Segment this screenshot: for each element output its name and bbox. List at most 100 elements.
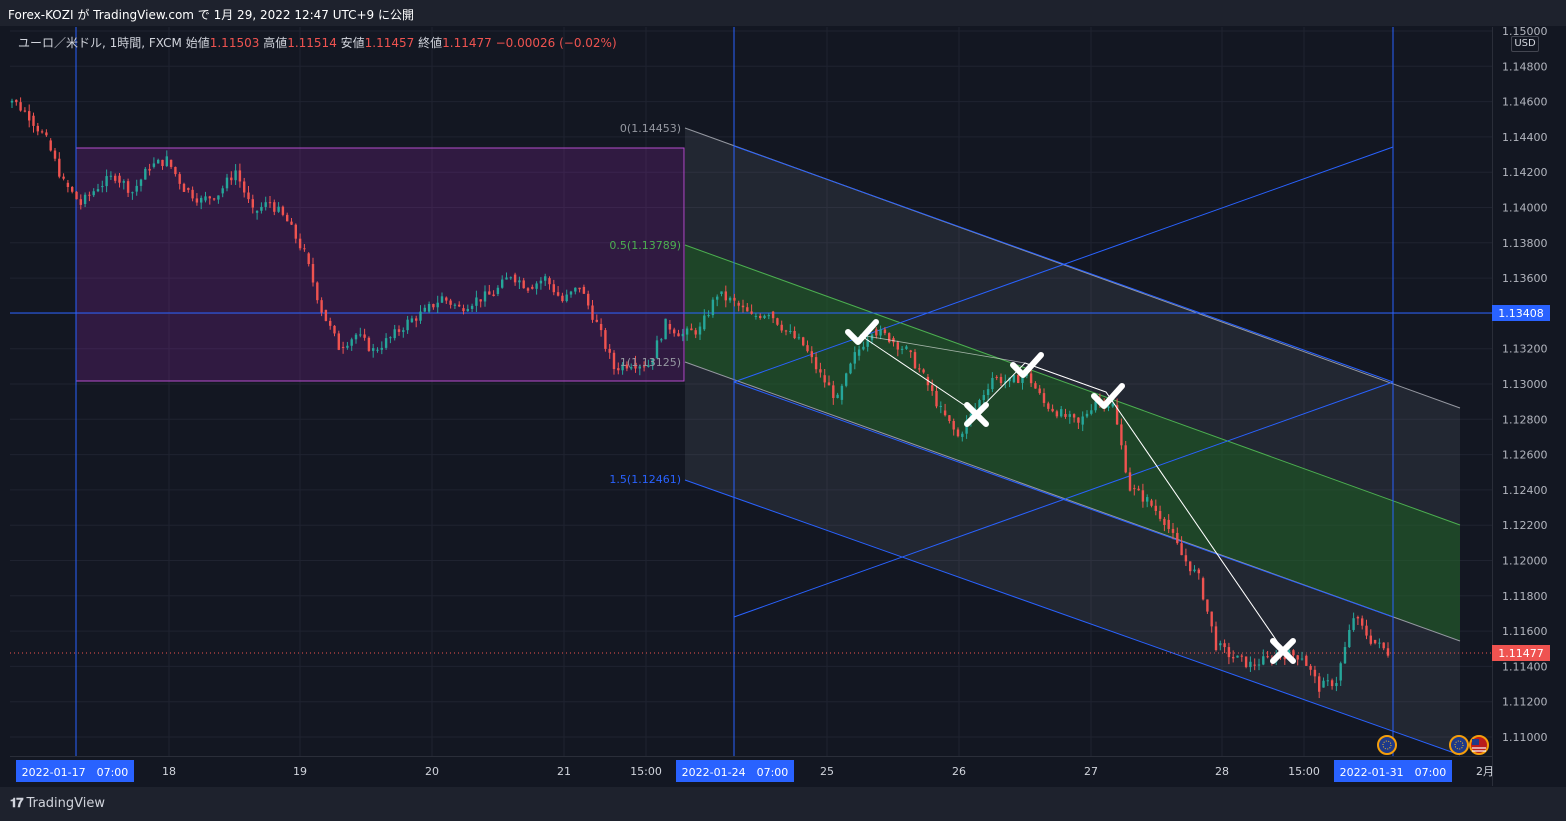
candle-body: [1373, 639, 1377, 644]
candle-body: [1047, 403, 1050, 409]
candle-body: [40, 131, 44, 133]
candle-body: [505, 277, 508, 280]
candle-body: [1146, 497, 1149, 502]
candle-body: [1034, 383, 1037, 389]
annotation-path-2: [859, 334, 1284, 651]
candle-body: [1038, 388, 1041, 394]
candle-body: [522, 280, 525, 289]
candle-body: [243, 181, 246, 193]
candle-body: [544, 276, 547, 281]
candle-body: [462, 308, 465, 312]
candle-body: [853, 352, 856, 364]
candle-body: [1244, 656, 1248, 668]
candle-body: [832, 385, 835, 398]
candle-body: [1356, 616, 1360, 619]
channel-mid-zone: [685, 245, 1460, 641]
time-axis[interactable]: [10, 756, 1492, 787]
fan-line-down-top: [733, 145, 1394, 383]
candle-body: [771, 311, 775, 319]
candle-body: [208, 196, 211, 199]
candle-body: [513, 274, 517, 283]
candle-body: [1305, 655, 1308, 666]
tradingview-logo-icon: 𝟏𝟕: [10, 796, 24, 811]
last-price-badge: [1492, 645, 1550, 661]
price-tick-label: 1.14200: [1502, 166, 1548, 179]
candle-body: [19, 102, 22, 111]
candle-body: [509, 277, 512, 279]
candle-body: [200, 197, 203, 203]
candle-body: [1197, 569, 1200, 574]
candle-body: [165, 156, 168, 167]
tradingview-logo[interactable]: 𝟏𝟕 TradingView: [10, 796, 105, 811]
candle-body: [393, 329, 396, 339]
candle-body: [49, 140, 52, 151]
candle-body: [1361, 618, 1364, 626]
candle-body: [88, 194, 91, 196]
candle-body: [810, 351, 813, 358]
price-tick-label: 1.15000: [1502, 25, 1548, 38]
candle-body: [939, 405, 942, 407]
candle-body: [470, 305, 474, 309]
candle-body: [1300, 658, 1304, 660]
ohlc-legend: ユーロ／米ドル, 1時間, FXCM 始値1.11503 高値1.11514 安…: [18, 34, 617, 51]
candle-body: [161, 159, 164, 167]
candle-body: [234, 170, 237, 181]
candle-body: [423, 307, 426, 312]
candle-body: [1017, 375, 1020, 383]
candle-body: [1012, 375, 1016, 383]
time-label: 20: [425, 765, 439, 778]
bottom-bar: [0, 787, 1566, 821]
candle-body: [23, 110, 27, 112]
candle-body: [638, 366, 641, 369]
fan-line-down-mid: [733, 381, 1394, 618]
candle-body: [634, 362, 637, 369]
candle-body: [1253, 664, 1256, 666]
candle-body: [849, 363, 852, 374]
candle-body: [698, 326, 702, 335]
candle-body: [630, 367, 633, 369]
candle-body: [1227, 647, 1231, 658]
price-tick-label: 1.11400: [1502, 660, 1548, 673]
candle-body: [152, 163, 156, 167]
candle-body: [1210, 611, 1213, 627]
candle-body: [655, 340, 659, 359]
candle-body: [1330, 680, 1334, 687]
candle-body: [105, 176, 108, 187]
candle-body: [363, 334, 366, 338]
candle-body: [561, 295, 564, 302]
candle-body: [75, 191, 78, 200]
candle-body: [1386, 648, 1390, 656]
candle-body: [913, 352, 917, 369]
time-label: 2月: [1476, 765, 1494, 778]
fib-label-0: 0(1.14453): [620, 122, 681, 135]
time-badge-2022-01-17: [16, 760, 134, 782]
candle-body: [316, 282, 319, 301]
candle-body: [827, 382, 831, 386]
candle-body: [66, 182, 70, 187]
candle-body: [1094, 401, 1097, 411]
candle-body: [397, 329, 401, 332]
price-tick-label: 1.12000: [1502, 555, 1548, 568]
price-tick-label: 1.14000: [1502, 202, 1548, 215]
time-badge-2022-01-24: [676, 760, 794, 782]
currency-badge[interactable]: USD: [1511, 36, 1539, 52]
candle-body: [273, 202, 276, 212]
candle-body: [1072, 414, 1076, 418]
close-value: 1.11477: [442, 36, 492, 50]
candle-body: [995, 376, 998, 378]
high-label: 高値: [263, 36, 288, 50]
candle-body: [268, 202, 272, 204]
candle-body: [943, 410, 947, 416]
candle-body: [135, 185, 138, 192]
candle-body: [587, 293, 590, 306]
candle-body: [918, 368, 921, 370]
candle-body: [501, 279, 504, 288]
candle-body: [1322, 680, 1325, 688]
candle-body: [535, 283, 538, 289]
candle-body: [346, 345, 349, 348]
candle-body: [591, 305, 594, 320]
candle-body: [931, 385, 934, 391]
publisher-header: Forex-KOZI が TradingView.com で 1月 29, 20…: [0, 0, 1566, 26]
candle-body: [737, 302, 740, 306]
candle-body: [625, 364, 629, 369]
